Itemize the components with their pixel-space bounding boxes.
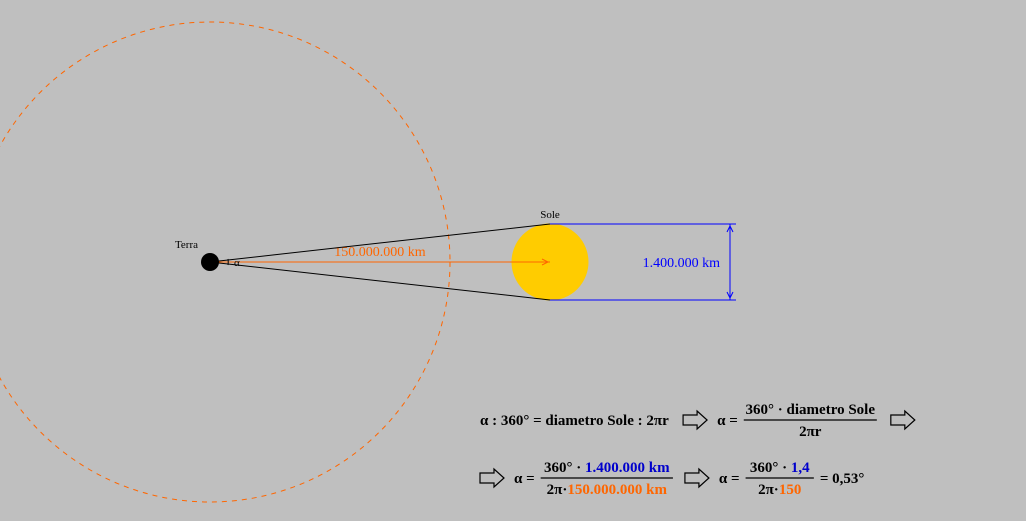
arrow-icon (685, 469, 709, 487)
fraction-2: 360° · 1.400.000 km 2π·150.000.000 km (541, 460, 673, 498)
formula-proportion: α : 360° = diametro Sole : 2πr (480, 413, 669, 429)
formula-result: = 0,53° (820, 471, 865, 487)
arrow-icon (683, 411, 707, 429)
formula-alpha-eq1: α = (717, 413, 738, 429)
sun-label: Sole (540, 209, 560, 221)
angle-label: α (234, 257, 240, 269)
fraction-3: 360° · 1,4 2π·150 (746, 460, 814, 498)
formula-alpha-eq2: α = (514, 471, 535, 487)
svg-text:2π·150: 2π·150 (758, 482, 801, 498)
svg-text:2πr: 2πr (799, 424, 822, 440)
formula-alpha-eq3: α = (719, 471, 740, 487)
diameter-label: 1.400.000 km (643, 256, 721, 271)
svg-text:360° · diametro Sole: 360° · diametro Sole (746, 402, 876, 418)
tangent-bottom (210, 262, 550, 300)
arrow-icon (891, 411, 915, 429)
earth-label: Terra (175, 239, 198, 251)
distance-label: 150.000.000 km (334, 245, 426, 260)
svg-text:360° · 1.400.000 km: 360° · 1.400.000 km (544, 460, 670, 476)
arrow-icon (480, 469, 504, 487)
fraction-1: 360° · diametro Sole 2πr (744, 402, 877, 440)
svg-text:2π·150.000.000 km: 2π·150.000.000 km (547, 482, 668, 498)
svg-text:360° · 1,4: 360° · 1,4 (750, 460, 810, 476)
earth-circle (201, 253, 219, 271)
